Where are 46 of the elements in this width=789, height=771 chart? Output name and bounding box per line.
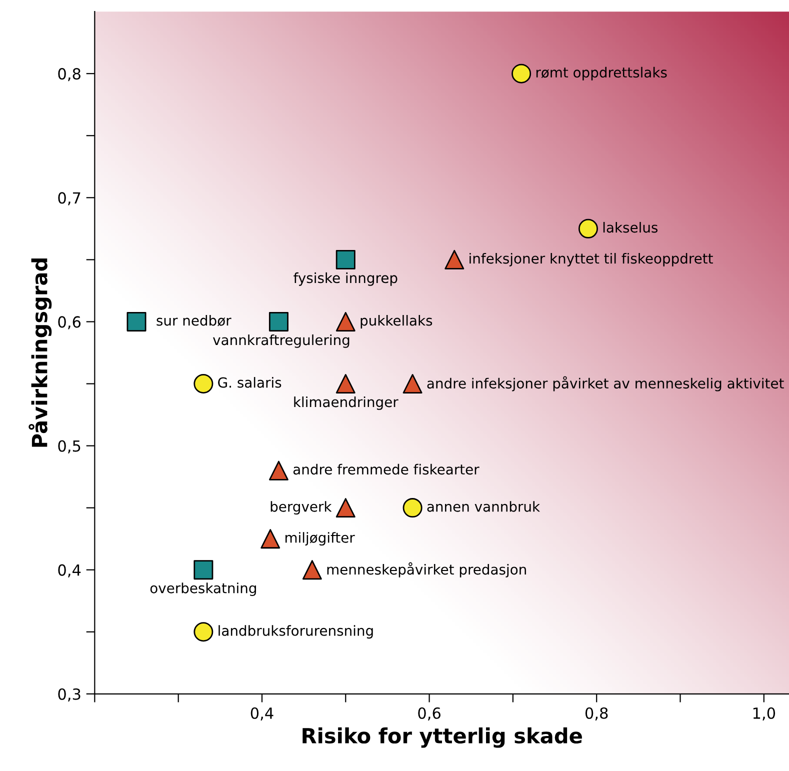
point xyxy=(512,64,532,84)
annotation: andre fremmede fiskearter xyxy=(293,464,480,475)
point xyxy=(402,374,422,394)
annotation: bergverk xyxy=(270,501,332,515)
annotation: pukkellaks xyxy=(360,314,432,328)
annotation: klimaendringer xyxy=(294,396,398,410)
x-tick-label: 0,8 xyxy=(585,707,608,720)
x-tick-label: 0,4 xyxy=(250,707,274,720)
point xyxy=(578,218,598,238)
x-axis-title: Risiko for ytterlig skade xyxy=(302,727,582,748)
point xyxy=(260,529,280,549)
annotation: infeksjoner knyttet til fiskeoppdrett xyxy=(470,252,713,266)
annotation: fysiske inngrep xyxy=(294,272,398,286)
point xyxy=(336,374,356,394)
y-tick-label: 0,6 xyxy=(58,316,81,330)
point xyxy=(126,312,146,332)
x-tick-label: 1,0 xyxy=(753,707,776,720)
point xyxy=(268,460,288,480)
y-tick-label: 0,3 xyxy=(58,688,80,702)
x-tick-label: 0,6 xyxy=(418,707,440,720)
point xyxy=(336,312,356,332)
point xyxy=(336,250,356,270)
annotation: andre infeksjoner påvirket av menneskelig aktivitet xyxy=(427,376,784,392)
point xyxy=(444,250,464,270)
point xyxy=(194,560,214,580)
annotation: menneskepåvirket predasjon xyxy=(327,562,526,578)
y-tick-label: 0,4 xyxy=(58,564,81,578)
point xyxy=(194,374,214,394)
y-axis-title: Påvirkningsgrad xyxy=(28,258,52,447)
annotation: overbeskatning xyxy=(150,582,256,596)
annotation: lakselus xyxy=(603,222,658,233)
point xyxy=(302,560,322,580)
point xyxy=(268,312,288,332)
point xyxy=(402,498,422,518)
y-tick-label: 0,5 xyxy=(58,440,80,454)
annotation: landbruksforurensning xyxy=(218,625,373,639)
y-tick-label: 0,8 xyxy=(58,68,80,82)
annotation: rømt oppdrettslaks xyxy=(536,66,667,80)
y-tick-label: 0,7 xyxy=(58,192,80,206)
annotation: miljøgifter xyxy=(286,532,355,546)
point xyxy=(194,622,214,642)
annotation: vannkraftregulering xyxy=(212,334,350,348)
annotation: G. salaris xyxy=(218,377,282,388)
annotation: annen vannbruk xyxy=(427,501,540,512)
annotation: sur nedbør xyxy=(156,314,232,326)
point xyxy=(336,498,356,518)
